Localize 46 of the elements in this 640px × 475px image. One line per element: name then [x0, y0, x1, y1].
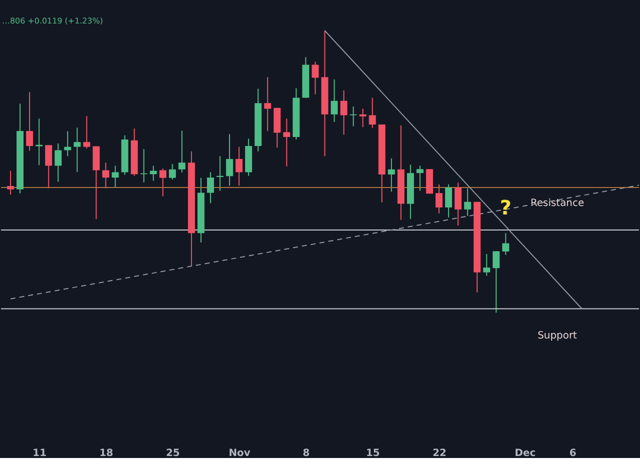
candlestick	[168, 164, 176, 180]
ref-line-label: Support	[538, 330, 578, 342]
candlestick	[492, 250, 500, 314]
candlestick	[45, 144, 52, 189]
candlestick	[54, 142, 62, 182]
ref-line-label: Resistance	[530, 198, 584, 210]
candlestick	[74, 127, 81, 172]
candlestick	[416, 165, 424, 192]
candlestick	[159, 168, 166, 197]
candlestick	[7, 170, 14, 195]
candlestick	[464, 188, 472, 216]
candlestick	[264, 76, 272, 132]
x-tick-label: 6	[569, 448, 576, 459]
candlestick	[112, 165, 119, 188]
candlestick	[36, 118, 43, 166]
candlestick	[388, 158, 395, 192]
annotation: ?	[500, 196, 512, 220]
candlestick	[283, 118, 290, 167]
candlestick	[178, 130, 186, 173]
candlestick	[312, 61, 319, 95]
candlestick	[207, 172, 214, 204]
candlestick	[340, 90, 348, 136]
x-tick-label: 15	[366, 448, 380, 459]
x-tick-label: 11	[32, 448, 47, 459]
candlestick	[26, 92, 34, 152]
x-tick-label: Dec	[514, 448, 536, 459]
candlestick	[216, 156, 224, 192]
candlestick	[236, 146, 243, 186]
candlestick	[368, 97, 376, 128]
x-tick-label: Nov	[228, 448, 251, 459]
candlestick	[226, 134, 234, 186]
candlestick	[483, 254, 490, 276]
candlestick	[445, 184, 452, 218]
candlestick	[359, 108, 366, 128]
text: …806 +0.0119 (+1.23%)	[2, 16, 104, 26]
x-tick-label: 18	[99, 448, 114, 459]
candlestick	[92, 146, 100, 220]
x-tick-label: 25	[166, 448, 180, 459]
candlestick	[502, 232, 510, 256]
candlestick	[330, 78, 338, 123]
candlestick	[102, 162, 110, 189]
candlestick	[454, 182, 462, 226]
x-tick-label: 22	[432, 448, 447, 459]
candlestick	[83, 116, 90, 150]
candlestick	[436, 184, 443, 214]
x-tick-label: 8	[302, 448, 310, 459]
